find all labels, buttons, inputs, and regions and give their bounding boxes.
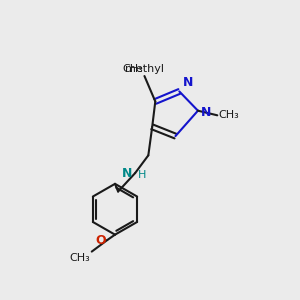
Text: O: O — [95, 234, 106, 247]
Text: N: N — [182, 76, 193, 89]
Text: N: N — [122, 167, 132, 180]
Text: H: H — [138, 169, 147, 180]
Text: methyl: methyl — [125, 64, 164, 74]
Text: CH₃: CH₃ — [122, 64, 143, 74]
Text: CH₃: CH₃ — [70, 253, 90, 263]
Text: N: N — [201, 106, 211, 119]
Text: CH₃: CH₃ — [219, 110, 240, 120]
